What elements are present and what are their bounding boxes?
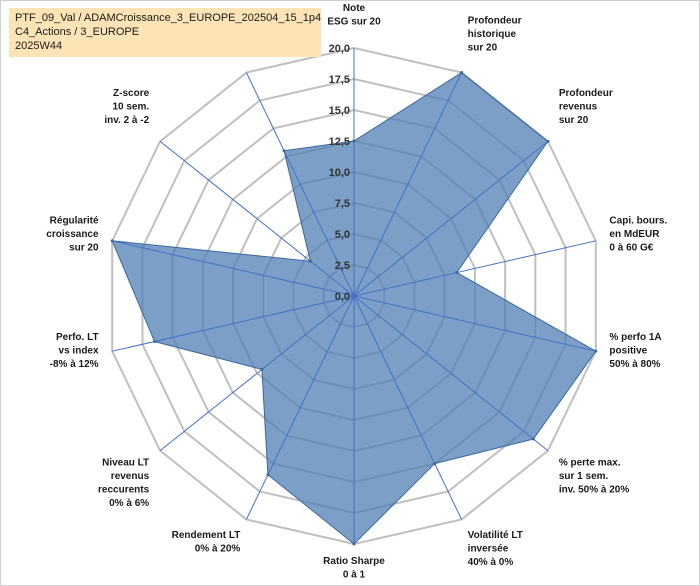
tick-label: 7,5 [335, 198, 350, 210]
axis-label-line: Perfo. LT [56, 332, 99, 343]
tick-label: 0,0 [335, 291, 350, 303]
data-point [460, 71, 464, 75]
axis-label-line: -8% à 12% [50, 359, 99, 370]
tick-label: 20,0 [329, 43, 350, 55]
axis-label: % perte max. sur 1 sem. inv. 50% à 20% [559, 457, 630, 495]
axis-label-line: croissance [46, 229, 99, 240]
tick-label: 2,5 [335, 260, 350, 272]
axis-spoke [353, 140, 549, 297]
data-point [594, 349, 598, 353]
tick-label: 12,5 [329, 136, 350, 148]
portfolio-info-box: PTF_09_Val / ADAMCroissance_3_EUROPE_202… [9, 8, 321, 57]
axis-label-line: Rendement LT [172, 530, 241, 541]
axis-label-line: 50% à 80% [609, 359, 660, 370]
axis-spoke [159, 140, 355, 297]
axis-label: Note ESG sur 20 [327, 3, 381, 28]
data-point [352, 139, 356, 143]
axis-spoke [112, 295, 355, 352]
axis-spoke [245, 295, 355, 520]
axis-label-line: en MdEUR [609, 229, 660, 240]
tick-label: 17,5 [329, 74, 350, 86]
axis-label-line: ESG sur 20 [327, 17, 381, 28]
axis-label: Perfo. LT vs index -8% à 12% [50, 332, 99, 370]
axis-label-line: Capi. bours. [609, 215, 667, 226]
axis-label-line: 0 à 1 [343, 570, 366, 581]
axis-label-line: vs index [59, 346, 99, 357]
data-point [455, 271, 459, 275]
axis-label-line: Ratio Sharpe [323, 556, 385, 567]
portfolio-name: PTF_09_Val / ADAMCroissance_3_EUROPE_202… [15, 12, 322, 24]
axis-label: Rendement LT 0% à 20% [172, 530, 241, 555]
axis-label-line: 40% à 0% [468, 557, 514, 568]
data-point [308, 259, 312, 263]
axis-label-line: Profondeur [468, 15, 522, 26]
axis-label-line: revenus [111, 471, 150, 482]
axis-label: Ratio Sharpe 0 à 1 [323, 556, 385, 581]
axis-spoke [353, 240, 596, 297]
data-point [260, 367, 264, 371]
axis-label-line: historique [468, 29, 517, 40]
axis-label-line: sur 20 [468, 42, 498, 53]
data-point [266, 473, 270, 477]
axis-label-line: 0% à 6% [109, 498, 149, 509]
axis-label-line: % perte max. [559, 457, 621, 468]
axis-label-line: Régularité [50, 215, 99, 226]
axis-label-line: 10 sem. [112, 102, 149, 113]
axis-label-line: inv. 50% à 20% [559, 484, 630, 495]
week-code: 2025W44 [15, 40, 63, 52]
axis-label: Niveau LT revenus reccurents 0% à 6% [98, 457, 150, 509]
axis-spoke [353, 72, 463, 297]
axis-label-line: sur 20 [69, 242, 99, 253]
axis-spoke [112, 240, 355, 297]
data-point [546, 139, 550, 143]
axis-label-line: % perfo 1A [609, 332, 661, 343]
axis-spoke [353, 295, 463, 520]
axis-label-line: Z-score [113, 88, 150, 99]
axis-label-line: 0 à 60 G€ [609, 242, 653, 253]
axis-label: % perfo 1A positive 50% à 80% [609, 332, 661, 370]
data-point [433, 462, 437, 466]
axis-label: Z-score 10 sem. inv. 2 à -2 [104, 88, 149, 126]
axis-label-line: Volatilité LT [468, 530, 523, 541]
axis-spoke [245, 72, 355, 297]
tick-label: 5,0 [335, 229, 350, 241]
axis-label-line: reccurents [98, 484, 150, 495]
axis-spoke [353, 295, 549, 452]
axis-label: Profondeur historique sur 20 [468, 15, 522, 53]
axis-label-line: sur 20 [559, 115, 589, 126]
axis-label-line: Niveau LT [102, 457, 149, 468]
data-point [282, 149, 286, 153]
axis-label-line: inversée [468, 544, 509, 555]
axis-label: Régularité croissance sur 20 [46, 215, 99, 253]
data-point [352, 542, 356, 546]
tick-label: 15,0 [329, 105, 350, 117]
axis-label-line: 0% à 20% [195, 544, 241, 555]
axis-label-line: sur 1 sem. [559, 471, 609, 482]
tick-label: 10,0 [329, 167, 350, 179]
axis-label: Volatilité LT inversée 40% à 0% [468, 530, 523, 568]
data-point [110, 239, 114, 243]
axis-label-line: inv. 2 à -2 [104, 115, 149, 126]
data-point [153, 340, 157, 344]
axis-label-line: revenus [559, 102, 598, 113]
axis-label-line: Profondeur [559, 88, 613, 99]
axis-label: Profondeur revenus sur 20 [559, 88, 613, 126]
axis-spoke [159, 295, 355, 452]
axis-label: Capi. bours. en MdEUR 0 à 60 G€ [609, 215, 667, 253]
asset-class: C4_Actions / 3_EUROPE [15, 26, 140, 38]
data-point [531, 437, 535, 441]
axis-spoke [353, 295, 596, 352]
axis-label-line: positive [609, 346, 647, 357]
axis-label-line: Note [343, 3, 366, 14]
